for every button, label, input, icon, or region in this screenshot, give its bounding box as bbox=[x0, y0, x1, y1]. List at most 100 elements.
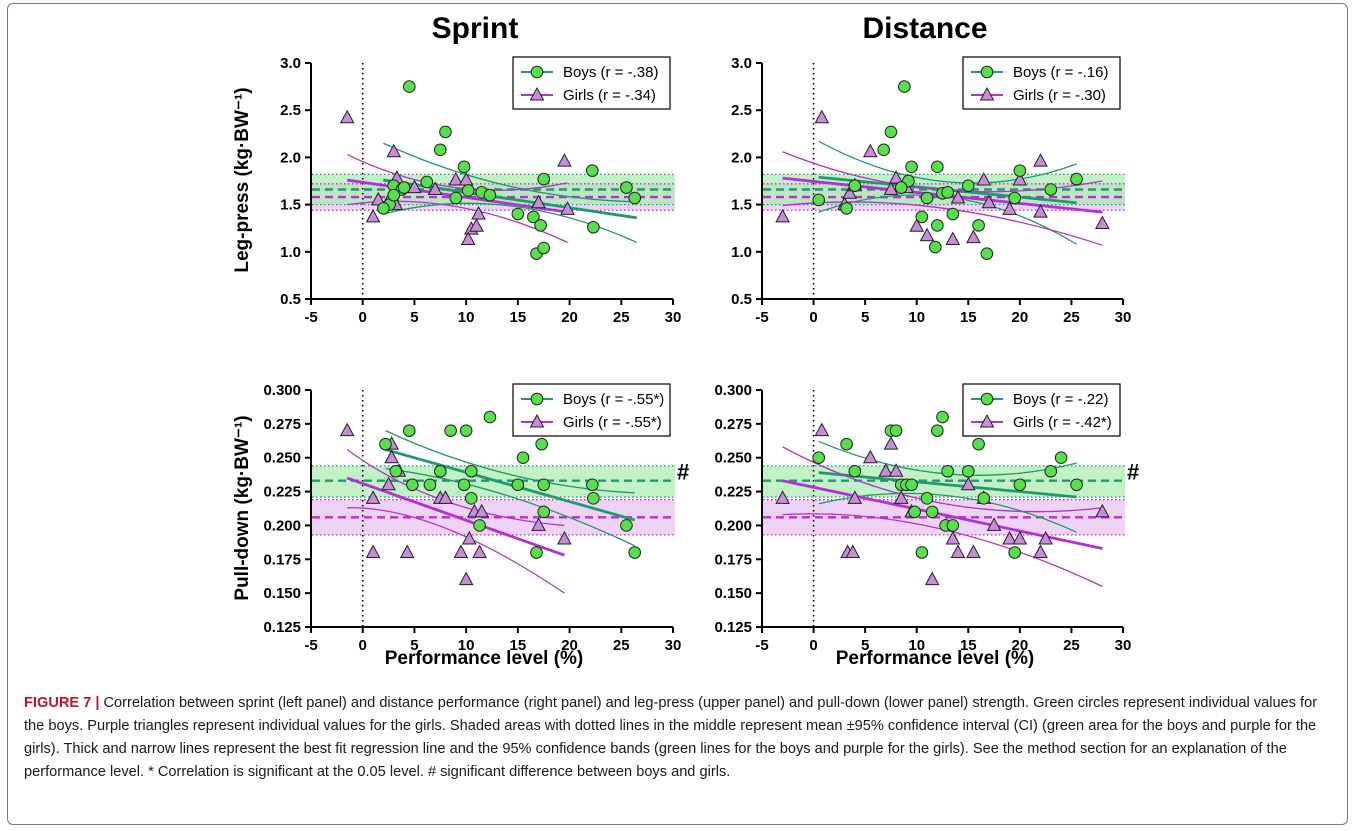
x-tick-label: 15 bbox=[510, 637, 527, 654]
girls-data-point bbox=[847, 490, 863, 504]
boys-data-point bbox=[946, 519, 960, 532]
significance-mark: # bbox=[677, 460, 689, 485]
girls-ci-lower-band-line bbox=[782, 513, 1103, 587]
boys-data-point bbox=[620, 519, 633, 532]
boys-regression-line bbox=[385, 448, 636, 522]
girls-data-point bbox=[557, 530, 572, 545]
boys-data-point bbox=[972, 219, 985, 232]
y-axis-title-pulldown: Pull-down (kg·BW⁻¹) bbox=[232, 415, 253, 600]
x-tick-label: 0 bbox=[809, 637, 817, 654]
boys-data-point bbox=[406, 478, 419, 492]
boys-data-point bbox=[537, 505, 551, 519]
boys-data-point bbox=[920, 191, 934, 205]
boys-data-point bbox=[433, 143, 447, 157]
girls-legend-marker bbox=[979, 413, 995, 428]
girls-data-point bbox=[924, 571, 940, 586]
girls-data-point bbox=[1033, 153, 1048, 167]
x-tick-label: 5 bbox=[861, 637, 869, 654]
x-tick-label: 25 bbox=[1063, 309, 1080, 326]
boys-data-point bbox=[905, 160, 918, 174]
boys-data-point bbox=[931, 160, 944, 174]
boys-data-point bbox=[511, 478, 525, 492]
x-tick-label: 30 bbox=[1115, 637, 1132, 654]
boys-data-point bbox=[931, 424, 944, 437]
boys-data-point bbox=[537, 241, 551, 255]
boys-legend-marker bbox=[980, 392, 994, 406]
boys-data-point bbox=[961, 179, 975, 193]
y-tick-label: 0.225 bbox=[714, 484, 752, 501]
boys-data-point bbox=[379, 437, 392, 451]
boys-data-point bbox=[941, 464, 954, 478]
x-tick-label: 25 bbox=[613, 309, 630, 326]
x-tick-label: 5 bbox=[410, 309, 418, 326]
boys-data-point bbox=[946, 207, 960, 221]
girls-data-point bbox=[814, 422, 830, 437]
x-tick-label: 20 bbox=[1012, 309, 1029, 326]
boys-data-point bbox=[465, 464, 478, 478]
girls-data-point bbox=[893, 490, 909, 504]
girls-data-point bbox=[775, 208, 790, 223]
boys-data-point bbox=[511, 207, 525, 221]
girls-data-point bbox=[384, 449, 400, 464]
y-tick-label: 0.125 bbox=[714, 619, 752, 636]
x-tick-label: 0 bbox=[809, 309, 817, 326]
boys-data-point bbox=[894, 181, 908, 194]
boys-data-point bbox=[457, 478, 471, 492]
girls-data-point bbox=[365, 544, 381, 559]
girls-data-point bbox=[862, 449, 878, 464]
boys-data-point bbox=[628, 191, 642, 205]
girls-data-point bbox=[365, 490, 381, 504]
boys-data-point bbox=[1044, 464, 1058, 478]
x-tick-label: -5 bbox=[755, 637, 768, 654]
boys-data-point bbox=[840, 437, 853, 451]
boys-data-point bbox=[587, 220, 600, 234]
boys-data-point bbox=[840, 202, 853, 215]
girls-data-point bbox=[966, 229, 981, 244]
y-tick-label: 0.175 bbox=[263, 551, 301, 568]
girls-ci-upper-band-line bbox=[782, 446, 1103, 513]
girls-data-point bbox=[919, 227, 935, 242]
x-tick-label: 25 bbox=[613, 637, 630, 654]
boys-data-point bbox=[483, 410, 497, 424]
y-axis-title-legpress: Leg-press (kg·BW⁻¹) bbox=[232, 87, 253, 272]
x-tick-label: -5 bbox=[755, 309, 768, 326]
x-tick-label: 25 bbox=[1063, 637, 1080, 654]
caption-label: FIGURE 7 | bbox=[24, 695, 100, 711]
boys-ci-upper-band-line bbox=[385, 430, 635, 494]
boys-data-point bbox=[905, 478, 918, 492]
boys-data-point bbox=[961, 464, 975, 478]
boys-data-point bbox=[908, 505, 921, 519]
boys-data-point bbox=[898, 80, 911, 93]
y-tick-label: 0.275 bbox=[714, 416, 752, 433]
y-tick-label: 1.5 bbox=[731, 197, 752, 214]
girls-data-point bbox=[386, 143, 402, 158]
y-tick-label: 3.0 bbox=[280, 55, 301, 72]
y-tick-label: 0.300 bbox=[263, 382, 301, 399]
girls-data-point bbox=[945, 530, 961, 545]
y-tick-label: 0.125 bbox=[263, 619, 301, 636]
girls-data-point bbox=[448, 172, 464, 186]
boys-data-point bbox=[1070, 478, 1083, 492]
boys-data-point bbox=[848, 179, 862, 193]
boys-data-point bbox=[1013, 478, 1027, 492]
boys-regression-line bbox=[818, 471, 1077, 499]
girls-data-point bbox=[888, 170, 904, 184]
y-tick-label: 0.5 bbox=[731, 291, 752, 308]
boys-legend-label: Boys (r = -.55*) bbox=[563, 391, 664, 408]
girls-data-point bbox=[407, 179, 422, 194]
boys-data-point bbox=[628, 546, 642, 559]
boys-data-point bbox=[980, 247, 994, 260]
boys-data-point bbox=[1070, 172, 1083, 186]
x-axis-title-left: Performance level (%) bbox=[385, 648, 584, 669]
significance-mark: # bbox=[1127, 460, 1139, 485]
girls-data-point bbox=[339, 422, 355, 437]
girls-data-point bbox=[531, 194, 546, 209]
boys-data-point bbox=[530, 546, 543, 559]
girls-data-point bbox=[453, 544, 469, 559]
boys-data-point bbox=[586, 164, 599, 177]
y-tick-label: 0.5 bbox=[280, 291, 301, 308]
boys-legend-label: Boys (r = -.22) bbox=[1013, 391, 1108, 408]
boys-legend-label: Boys (r = -.38) bbox=[563, 64, 658, 81]
y-tick-label: 1.0 bbox=[280, 244, 301, 261]
boys-data-point bbox=[915, 546, 929, 559]
